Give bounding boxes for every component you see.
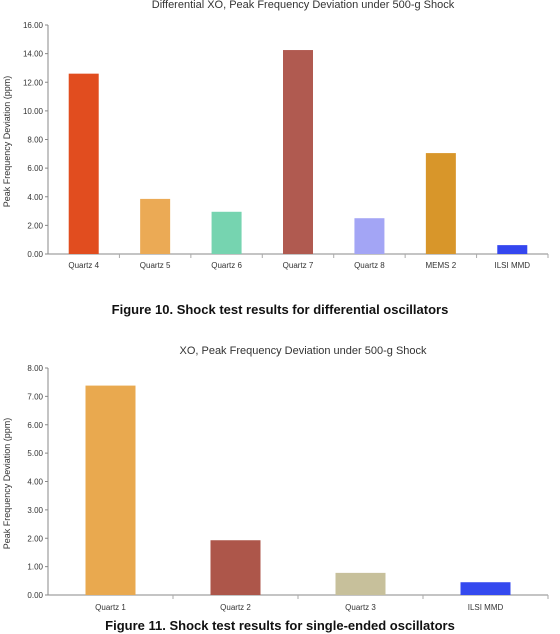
y-tick-label: 0.00	[27, 591, 43, 600]
bar-ilsi-mmd	[460, 582, 511, 595]
y-tick-label: 12.00	[23, 78, 44, 87]
y-tick-label: 6.00	[27, 421, 43, 430]
x-category-label: Quartz 6	[211, 261, 242, 270]
x-category-label: Quartz 3	[345, 603, 376, 612]
bar-quartz-1	[85, 385, 136, 595]
y-tick-label: 2.00	[27, 534, 43, 543]
y-tick-label: 8.00	[27, 136, 43, 145]
y-tick-label: 7.00	[27, 392, 43, 401]
y-tick-label: 14.00	[23, 50, 44, 59]
bar-quartz-6	[211, 211, 242, 254]
bar-quartz-5	[140, 198, 171, 254]
y-tick-label: 0.00	[27, 250, 43, 259]
y-tick-label: 4.00	[27, 478, 43, 487]
chart-differential: Differential XO, Peak Frequency Deviatio…	[2, 0, 549, 270]
chart-title: Differential XO, Peak Frequency Deviatio…	[152, 0, 455, 11]
bar-ilsi-mmd	[497, 245, 528, 254]
y-tick-label: 1.00	[27, 563, 43, 572]
x-category-label: Quartz 1	[95, 603, 126, 612]
x-category-label: ILSI MMD	[468, 603, 504, 612]
x-category-label: MEMS 2	[426, 261, 457, 270]
figure-10-caption: Figure 10. Shock test results for differ…	[111, 302, 449, 317]
y-tick-label: 8.00	[27, 364, 43, 373]
chart-single-ended: XO, Peak Frequency Deviation under 500-g…	[2, 345, 549, 612]
x-category-label: Quartz 7	[283, 261, 314, 270]
y-tick-label: 10.00	[23, 107, 44, 116]
x-category-label: ILSI MMD	[495, 261, 531, 270]
bar-quartz-3	[335, 572, 386, 595]
y-tick-label: 2.00	[27, 221, 43, 230]
x-category-label: Quartz 4	[68, 261, 99, 270]
y-tick-label: 5.00	[27, 449, 43, 458]
y-axis-title: Peak Frequency Deviation (ppm)	[2, 76, 12, 208]
chart-panel-differential: Differential XO, Peak Frequency Deviatio…	[2, 0, 549, 270]
y-tick-label: 4.00	[27, 193, 43, 202]
y-tick-label: 16.00	[23, 21, 44, 30]
chart-title: XO, Peak Frequency Deviation under 500-g…	[179, 345, 427, 357]
y-tick-label: 6.00	[27, 164, 43, 173]
bar-quartz-4	[68, 73, 99, 254]
bar-quartz-2	[210, 540, 261, 595]
bar-quartz-8	[354, 218, 385, 254]
figure-11-caption: Figure 11. Shock test results for single…	[105, 618, 455, 633]
y-axis-title: Peak Frequency Deviation (ppm)	[2, 418, 12, 550]
bar-mems-2	[425, 153, 456, 254]
y-tick-label: 3.00	[27, 506, 43, 515]
x-category-label: Quartz 2	[220, 603, 251, 612]
bar-quartz-7	[283, 50, 313, 254]
x-category-label: Quartz 8	[354, 261, 385, 270]
chart-panel-single-ended: XO, Peak Frequency Deviation under 500-g…	[0, 340, 560, 634]
x-category-label: Quartz 5	[140, 261, 171, 270]
